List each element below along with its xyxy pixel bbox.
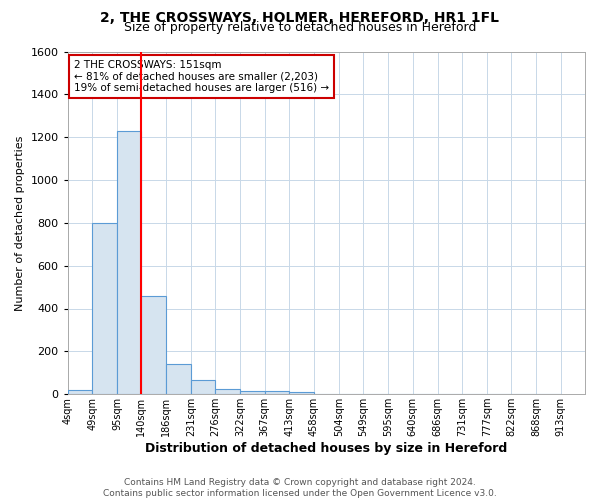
Bar [289, 392, 314, 394]
Text: Size of property relative to detached houses in Hereford: Size of property relative to detached ho… [124, 21, 476, 34]
Bar [215, 389, 239, 394]
X-axis label: Distribution of detached houses by size in Hereford: Distribution of detached houses by size … [145, 442, 508, 455]
Text: 2, THE CROSSWAYS, HOLMER, HEREFORD, HR1 1FL: 2, THE CROSSWAYS, HOLMER, HEREFORD, HR1 … [101, 11, 499, 25]
Bar [92, 223, 116, 394]
Bar [166, 364, 191, 394]
Bar [142, 296, 166, 394]
Bar [191, 380, 215, 394]
Bar [265, 391, 289, 394]
Text: Contains HM Land Registry data © Crown copyright and database right 2024.
Contai: Contains HM Land Registry data © Crown c… [103, 478, 497, 498]
Y-axis label: Number of detached properties: Number of detached properties [15, 135, 25, 310]
Bar [117, 130, 142, 394]
Text: 2 THE CROSSWAYS: 151sqm
← 81% of detached houses are smaller (2,203)
19% of semi: 2 THE CROSSWAYS: 151sqm ← 81% of detache… [74, 60, 329, 94]
Bar [240, 391, 265, 394]
Bar [68, 390, 92, 394]
